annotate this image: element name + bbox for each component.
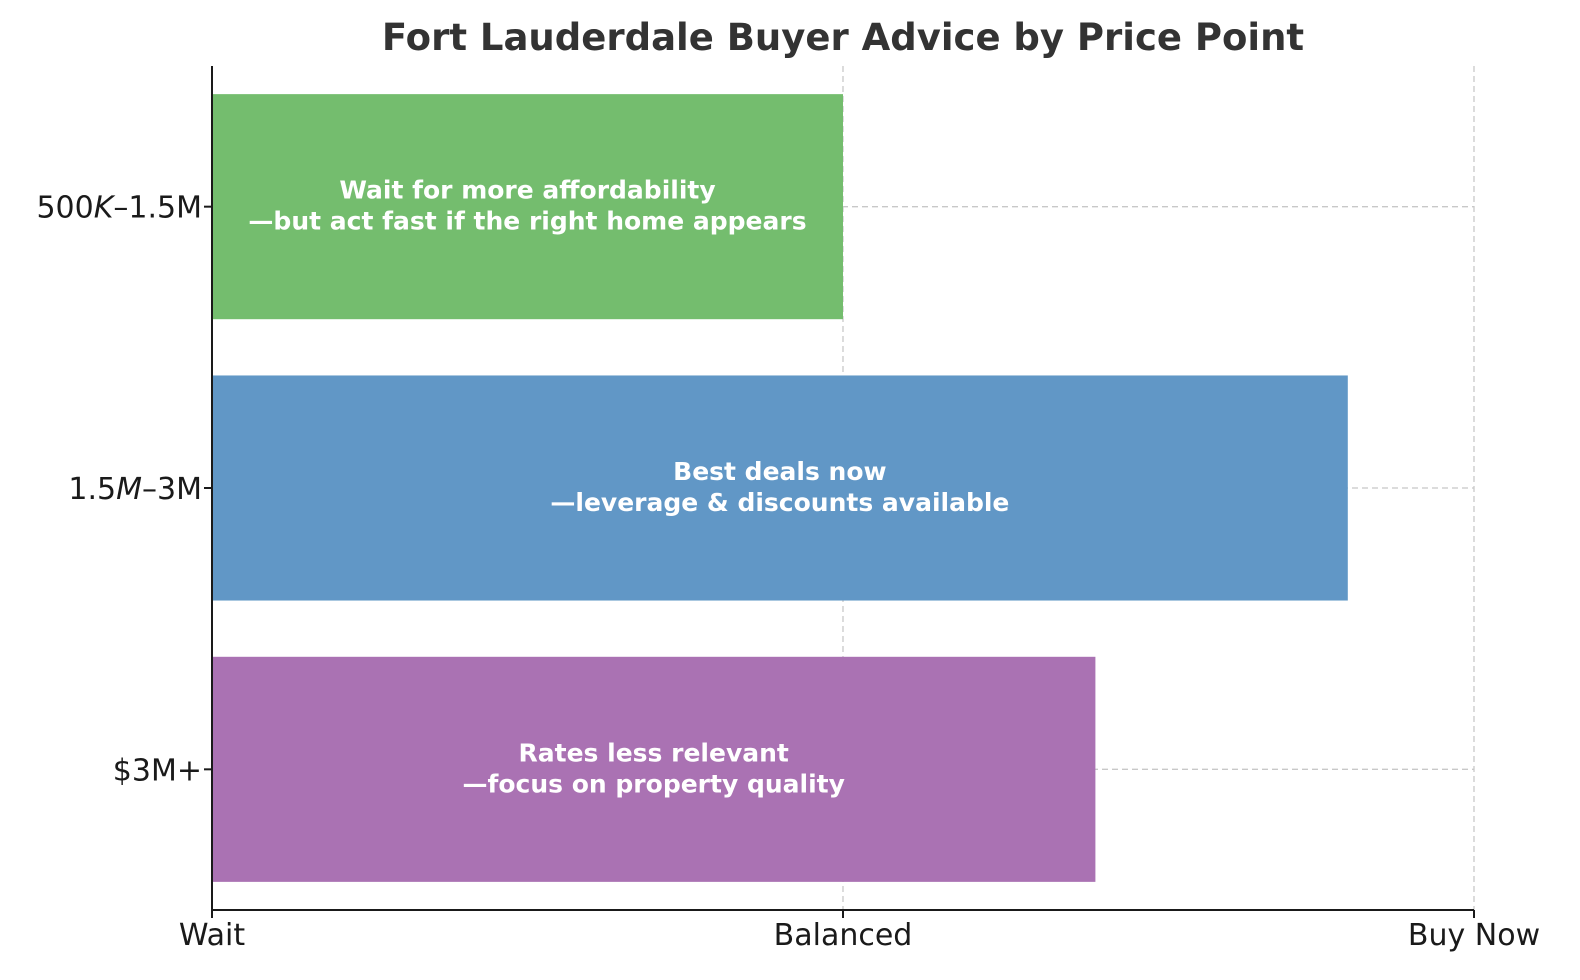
- bar-annotation: Wait for more affordability —but act fast…: [248, 176, 806, 236]
- chart-title: Fort Lauderdale Buyer Advice by Price Po…: [382, 16, 1304, 59]
- bar-annotation: Rates less relevant —focus on property qu…: [462, 738, 844, 798]
- bars: Wait for more affordability —but act fast…: [212, 94, 1348, 882]
- x-tick-label: Wait: [179, 918, 245, 953]
- bar: [212, 94, 843, 320]
- x-tick-label: Balanced: [774, 918, 913, 953]
- y-tick-label: $3M+: [113, 753, 202, 788]
- y-tick-label: 500K–1.5M: [36, 191, 202, 226]
- y-tick-label: 1.5M–3M: [68, 472, 202, 507]
- bar-annotation: Best deals now —leverage & discounts avai…: [550, 457, 1009, 517]
- axes: [204, 66, 1475, 918]
- tick-labels: Wait Balanced Buy Now 500K–1.5M 1.5M–3M $3M+: [36, 191, 1540, 953]
- x-tick-label: Buy Now: [1408, 918, 1540, 953]
- bar: [212, 375, 1348, 601]
- bar: [212, 656, 1096, 882]
